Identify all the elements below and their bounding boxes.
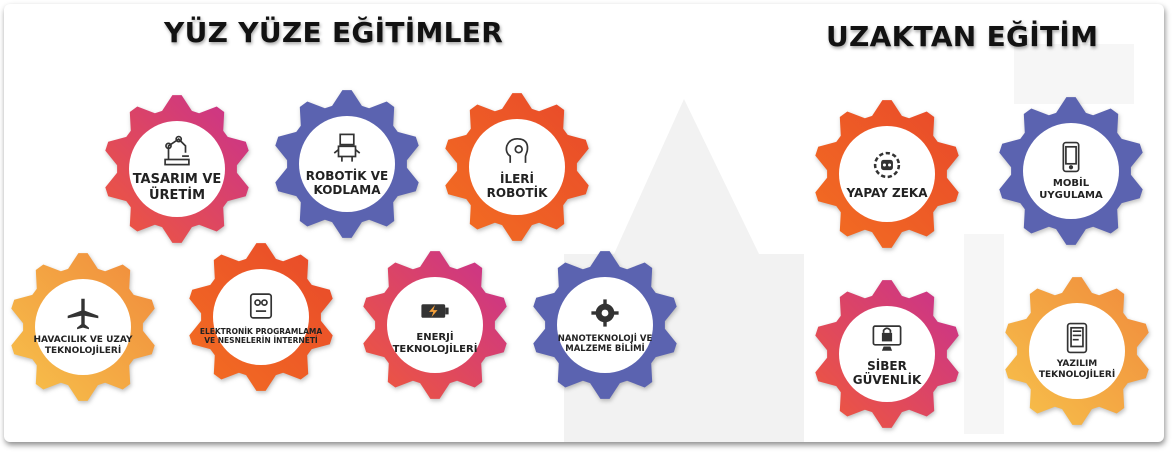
gear-label: SİBER GÜVENLİK bbox=[852, 358, 922, 387]
gear-software-tech[interactable]: YAZILIM TEKNOLOJİLERİ bbox=[1002, 276, 1152, 426]
gear-molecule-icon bbox=[588, 296, 622, 330]
tablet-app-icon bbox=[1060, 321, 1094, 355]
infographic-frame: YÜZ YÜZE EĞİTİMLER UZAKTAN EĞİTİM TASARI… bbox=[4, 4, 1164, 442]
gear-label: İLERİ ROBOTİK bbox=[486, 171, 548, 200]
robot-icon bbox=[330, 131, 364, 165]
gear-robotics-coding[interactable]: ROBOTİK VE KODLAMA bbox=[272, 89, 422, 239]
gear-label: NANOTEKNOLOJİ VE MALZEME BİLİMİ bbox=[557, 333, 653, 354]
gear-artificial-intelligence[interactable]: YAPAY ZEKA bbox=[812, 99, 962, 249]
gear-electronics-iot[interactable]: ELEKTRONİK PROGRAMLAMA VE NESNELERİN İNT… bbox=[186, 242, 336, 392]
gear-design-production[interactable]: TASARIM VE ÜRETİM bbox=[102, 94, 252, 244]
ai-chip-gear-icon bbox=[870, 148, 904, 182]
gear-label: ENERJİ TEKNOLOJİLERİ bbox=[392, 332, 478, 355]
gear-label: YAPAY ZEKA bbox=[846, 185, 928, 200]
mobile-phone-icon bbox=[1054, 140, 1088, 174]
airplane-icon bbox=[66, 297, 100, 331]
gear-cyber-security[interactable]: SİBER GÜVENLİK bbox=[812, 279, 962, 429]
gear-advanced-robotics[interactable]: İLERİ ROBOTİK bbox=[442, 92, 592, 242]
battery-icon bbox=[418, 294, 452, 328]
gear-label: HAVACILIK VE UZAY TEKNOLOJİLERİ bbox=[33, 335, 133, 356]
heading-face-to-face: YÜZ YÜZE EĞİTİMLER bbox=[164, 16, 504, 49]
gear-label: ROBOTİK VE KODLAMA bbox=[305, 168, 389, 197]
heading-remote: UZAKTAN EĞİTİM bbox=[826, 20, 1099, 53]
gear-aviation-space[interactable]: HAVACILIK VE UZAY TEKNOLOJİLERİ bbox=[8, 252, 158, 402]
gear-label: YAZILIM TEKNOLOJİLERİ bbox=[1038, 359, 1116, 380]
gear-nanotech-materials[interactable]: NANOTEKNOLOJİ VE MALZEME BİLİMİ bbox=[530, 250, 680, 400]
gear-label: TASARIM VE ÜRETİM bbox=[132, 172, 222, 203]
gear-label: ELEKTRONİK PROGRAMLAMA VE NESNELERİN İNT… bbox=[199, 327, 323, 345]
circuit-device-icon bbox=[244, 289, 278, 323]
gear-label: MOBİL UYGULAMA bbox=[1039, 178, 1103, 201]
gear-mobile-app[interactable]: MOBİL UYGULAMA bbox=[996, 96, 1146, 246]
robot-arm-icon bbox=[160, 134, 194, 168]
gear-energy-tech[interactable]: ENERJİ TEKNOLOJİLERİ bbox=[360, 250, 510, 400]
robot-head-icon bbox=[500, 134, 534, 168]
lock-monitor-icon bbox=[870, 321, 904, 355]
